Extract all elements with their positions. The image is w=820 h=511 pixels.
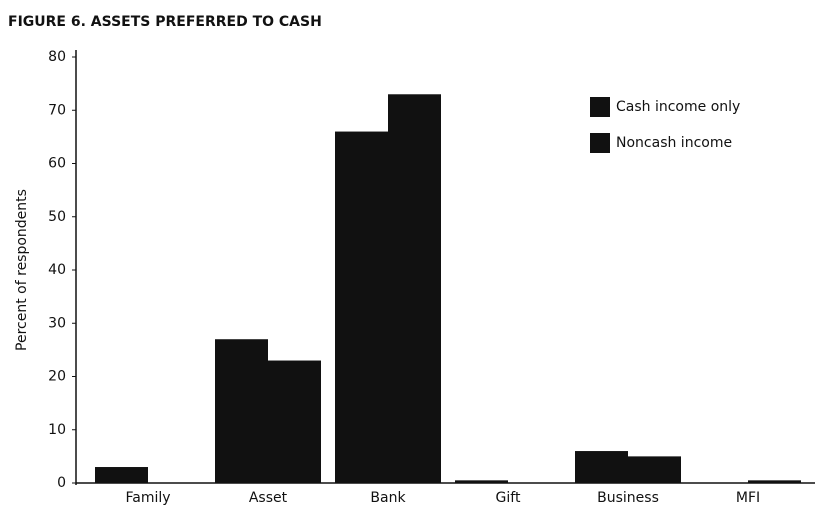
bar: [335, 131, 388, 484]
legend-swatch: [590, 133, 610, 153]
x-tick-label: Family: [125, 490, 170, 506]
bar: [268, 360, 321, 483]
x-tick-label: Business: [597, 490, 659, 506]
bar: [455, 480, 508, 483]
x-tick-label: Gift: [496, 490, 521, 506]
chart-title: FIGURE 6. ASSETS PREFERRED TO CASH: [8, 14, 322, 30]
x-tick-label: MFI: [736, 490, 760, 506]
bar: [748, 480, 801, 483]
bar: [628, 456, 681, 483]
y-axis-label: Percent of respondents: [14, 189, 30, 351]
y-tick-label: 50: [48, 209, 66, 225]
y-tick-label: 40: [48, 262, 66, 278]
y-tick-label: 80: [48, 49, 66, 65]
x-tick-label: Asset: [249, 490, 288, 506]
x-tick-label: Bank: [370, 490, 406, 506]
legend-label: Noncash income: [616, 135, 732, 151]
bar: [388, 94, 441, 484]
bar: [95, 467, 148, 483]
y-tick-label: 30: [48, 315, 66, 331]
bar: [215, 339, 268, 483]
legend-label: Cash income only: [616, 99, 740, 115]
y-tick-label: 0: [57, 475, 66, 491]
y-tick-label: 70: [48, 102, 66, 118]
y-tick-label: 10: [48, 422, 66, 438]
bar: [575, 451, 628, 483]
y-tick-label: 60: [48, 156, 66, 172]
legend-swatch: [590, 97, 610, 117]
y-tick-label: 20: [48, 369, 66, 385]
